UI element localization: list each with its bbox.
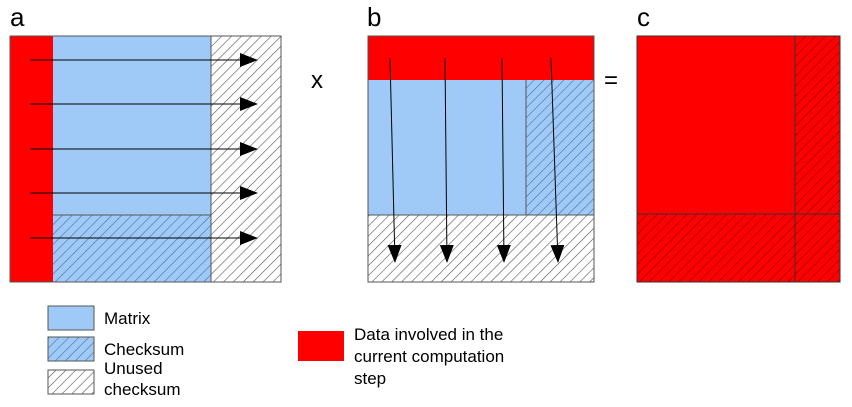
matrix-b-row-checksum — [526, 80, 594, 215]
equals-operator: = — [604, 67, 618, 94]
column-arrow — [439, 57, 454, 263]
matrix-c — [636, 35, 841, 283]
matrix-a-column-checksum — [53, 215, 211, 282]
legend-label-unused-checksum-line2: checksum — [104, 380, 181, 399]
legend-label-data-involved-line3: step — [354, 369, 386, 388]
column-arrow — [496, 57, 511, 263]
matrix-b-border — [367, 35, 595, 283]
matrix-a — [9, 35, 282, 283]
panel-label-b: b — [367, 2, 381, 32]
matrix-c-border — [636, 35, 841, 283]
matrix-b-active-row — [368, 36, 594, 80]
column-arrow — [387, 57, 402, 263]
matrix-b-body — [368, 80, 526, 215]
legend-label-data-involved-line1: Data involved in the — [354, 325, 503, 344]
legend-swatch-unused-checksum — [47, 369, 95, 395]
matrix-a-active-column — [10, 36, 53, 282]
column-arrow — [550, 57, 565, 263]
matrix-c-column-checksum — [637, 214, 840, 282]
legend-label-matrix: Matrix — [104, 309, 151, 328]
matrix-c-row-checksum — [795, 36, 840, 214]
matrix-b-unused-checksum — [368, 215, 594, 282]
legend-swatch-matrix — [47, 305, 95, 331]
matrix-b — [367, 35, 595, 283]
matrix-a-unused-checksum — [211, 36, 281, 282]
panel-label-c: c — [637, 2, 650, 32]
legend: Matrix Checksum Unused checksum Data inv… — [47, 305, 504, 399]
matrix-a-border — [9, 35, 282, 283]
matrix-a-body — [53, 36, 211, 215]
legend-label-unused-checksum-line1: Unused — [104, 359, 163, 378]
legend-label-data-involved-line2: current computation — [354, 347, 504, 366]
matrix-c-body — [637, 36, 795, 214]
legend-swatch-data-involved — [298, 331, 344, 361]
legend-swatch-checksum — [47, 336, 95, 362]
multiply-operator: x — [311, 67, 323, 94]
legend-label-checksum: Checksum — [104, 340, 184, 359]
panel-label-a: a — [10, 2, 25, 32]
